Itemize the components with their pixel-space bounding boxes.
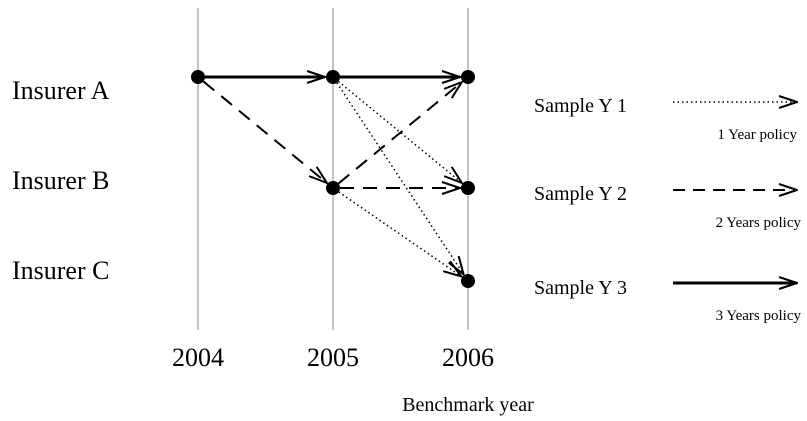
edge-dashed-a2004-b2005 [202, 80, 326, 182]
edge-dashed-b2005-a2006 [337, 82, 461, 185]
year-label-2006: 2006 [442, 343, 494, 372]
edge-dotted-b2005-c2006 [338, 191, 462, 276]
insurer-label-b: Insurer B [12, 166, 109, 195]
year-label-2005: 2005 [307, 343, 359, 372]
legend-sample-1: Sample Y 1 [534, 95, 627, 117]
node-c2006 [461, 274, 475, 288]
node-a2006 [461, 70, 475, 84]
legend: Sample Y 1 1 Year policy Sample Y 2 2 Ye… [534, 95, 801, 324]
legend-sample-3: Sample Y 3 [534, 277, 627, 299]
legend-policy-2: 2 Years policy [716, 215, 802, 231]
node-b2005 [326, 181, 340, 195]
axis-title: Benchmark year [402, 394, 534, 416]
edge-dotted-a2005-c2006 [336, 82, 464, 274]
legend-sample-2: Sample Y 2 [534, 183, 627, 205]
node-a2004 [191, 70, 205, 84]
year-label-2004: 2004 [172, 343, 224, 372]
legend-policy-3: 3 Years policy [716, 308, 802, 324]
node-a2005 [326, 70, 340, 84]
node-b2006 [461, 181, 475, 195]
legend-policy-1: 1 Year policy [717, 127, 797, 143]
edges-group [202, 77, 464, 276]
insurer-label-c: Insurer C [12, 256, 109, 285]
insurer-label-a: Insurer A [12, 76, 110, 105]
nodes-group [191, 70, 475, 288]
